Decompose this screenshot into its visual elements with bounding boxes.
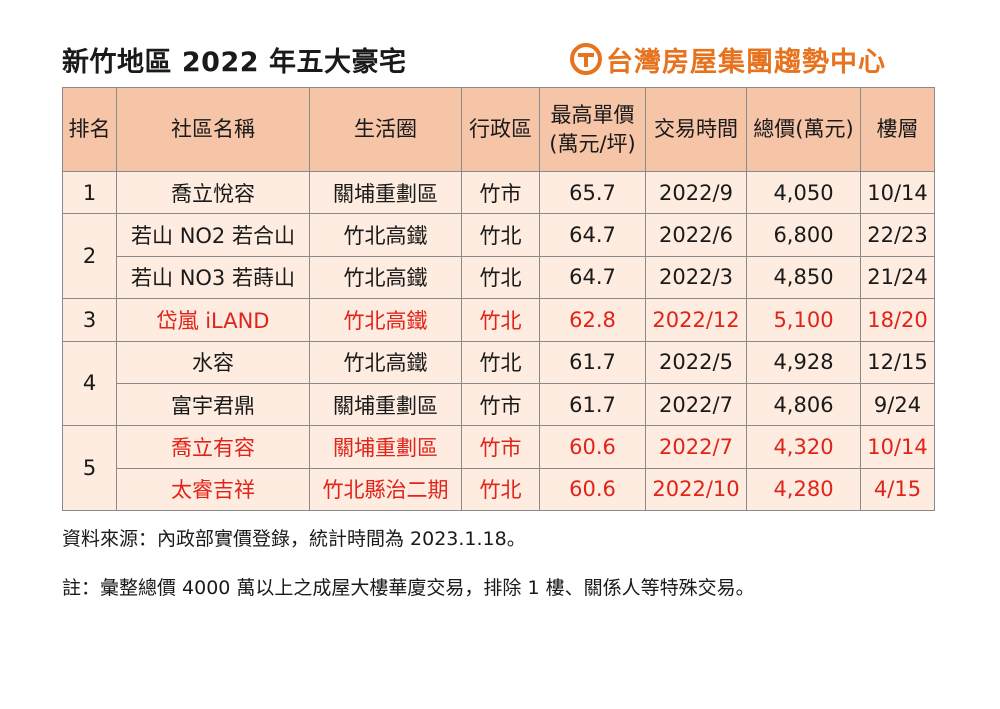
- cell-name: 若山 NO3 若蒔山: [116, 255, 310, 300]
- header-price: 最高單價 (萬元/坪): [539, 87, 646, 172]
- table-row: 1 喬立悅容 關埔重劃區 竹市 65.7 2022/9 4,050 10/14: [62, 170, 935, 215]
- remark-note: 註：彙整總價 4000 萬以上之成屋大樓華廈交易，排除 1 樓、關係人等特殊交易…: [62, 577, 755, 599]
- table-row: 若山 NO3 若蒔山 竹北高鐵 竹北 64.7 2022/3 4,850 21/…: [63, 255, 935, 300]
- cell-name: 水容: [116, 340, 310, 384]
- header-district: 行政區: [461, 87, 540, 172]
- header-area: 生活圈: [309, 87, 462, 172]
- cell-area: 竹北高鐵: [309, 298, 462, 342]
- header-name: 社區名稱: [116, 87, 310, 172]
- cell-date: 2022/12: [645, 298, 747, 342]
- cell-district: 竹北: [461, 467, 540, 512]
- cell-total: 4,320: [746, 425, 861, 469]
- cell-floor: 12/15: [860, 340, 935, 384]
- cell-date: 2022/5: [645, 340, 747, 384]
- cell-total: 4,850: [746, 255, 861, 300]
- table-row: 2 若山 NO2 若合山 竹北高鐵 竹北 64.7 2022/6 6,800 2…: [62, 213, 935, 300]
- page-title: 新竹地區 2022 年五大豪宅: [62, 47, 407, 78]
- cell-name: 富宇君鼎: [116, 382, 310, 427]
- cell-area: 關埔重劃區: [309, 382, 462, 427]
- cell-area: 竹北高鐵: [309, 340, 462, 384]
- cell-area: 關埔重劃區: [309, 170, 462, 215]
- cell-floor: 10/14: [860, 425, 935, 469]
- cell-name: 若山 NO2 若合山: [116, 213, 310, 257]
- header-price-line1: 最高單價: [550, 103, 635, 128]
- cell-floor: 4/15: [860, 467, 935, 512]
- cell-price: 60.6: [539, 425, 646, 469]
- brand-header: 台灣房屋集團趨勢中心: [570, 42, 886, 78]
- cell-price: 64.7: [539, 255, 646, 300]
- header-price-line2: (萬元/坪): [549, 131, 636, 156]
- cell-floor: 18/20: [860, 298, 935, 342]
- cell-price: 65.7: [539, 170, 646, 215]
- cell-rank: 3: [62, 298, 117, 342]
- cell-date: 2022/10: [645, 467, 747, 512]
- cell-district: 竹市: [461, 425, 540, 469]
- cell-total: 6,800: [746, 213, 861, 257]
- header-date: 交易時間: [645, 87, 747, 172]
- cell-floor: 21/24: [860, 255, 935, 300]
- cell-floor: 22/23: [860, 213, 935, 257]
- cell-price: 62.8: [539, 298, 646, 342]
- cell-name: 喬立悅容: [116, 170, 310, 215]
- cell-area: 竹北高鐵: [309, 255, 462, 300]
- header-rank: 排名: [62, 87, 117, 172]
- cell-district: 竹北: [461, 213, 540, 257]
- cell-name: 岱嵐 iLAND: [116, 298, 310, 342]
- header-floor: 樓層: [860, 87, 935, 172]
- brand-name: 台灣房屋集團趨勢中心: [606, 46, 886, 78]
- cell-price: 61.7: [539, 340, 646, 384]
- cell-district: 竹市: [461, 382, 540, 427]
- brand-logo-icon: [570, 43, 602, 75]
- luxury-housing-table: 排名 社區名稱 生活圈 行政區 最高單價 (萬元/坪) 交易時間 總價(萬元) …: [62, 87, 935, 512]
- cell-date: 2022/6: [645, 213, 747, 257]
- cell-date: 2022/3: [645, 255, 747, 300]
- table-row: 富宇君鼎 關埔重劃區 竹市 61.7 2022/7 4,806 9/24: [63, 382, 935, 427]
- table-row: 太睿吉祥 竹北縣治二期 竹北 60.6 2022/10 4,280 4/15: [63, 467, 935, 512]
- cell-total: 4,928: [746, 340, 861, 384]
- cell-date: 2022/7: [645, 382, 747, 427]
- cell-total: 5,100: [746, 298, 861, 342]
- table-row: 4 水容 竹北高鐵 竹北 61.7 2022/5 4,928 12/15: [62, 340, 935, 427]
- cell-district: 竹北: [461, 255, 540, 300]
- table-header-row: 排名 社區名稱 生活圈 行政區 最高單價 (萬元/坪) 交易時間 總價(萬元) …: [62, 87, 935, 172]
- cell-area: 竹北高鐵: [309, 213, 462, 257]
- cell-name: 喬立有容: [116, 425, 310, 469]
- cell-total: 4,280: [746, 467, 861, 512]
- cell-rank: 4: [62, 340, 117, 427]
- cell-rank: 2: [62, 213, 117, 300]
- source-note: 資料來源：內政部實價登錄，統計時間為 2023.1.18。: [62, 528, 526, 550]
- cell-floor: 10/14: [860, 170, 935, 215]
- cell-area: 關埔重劃區: [309, 425, 462, 469]
- cell-date: 2022/7: [645, 425, 747, 469]
- cell-area: 竹北縣治二期: [309, 467, 462, 512]
- header-total: 總價(萬元): [746, 87, 861, 172]
- cell-rank: 1: [62, 170, 117, 215]
- cell-price: 60.6: [539, 467, 646, 512]
- cell-rank: 5: [62, 425, 117, 511]
- cell-price: 61.7: [539, 382, 646, 427]
- table-row: 3 岱嵐 iLAND 竹北高鐵 竹北 62.8 2022/12 5,100 18…: [62, 298, 935, 342]
- cell-price: 64.7: [539, 213, 646, 257]
- cell-name: 太睿吉祥: [116, 467, 310, 512]
- cell-district: 竹北: [461, 340, 540, 384]
- cell-district: 竹北: [461, 298, 540, 342]
- cell-total: 4,050: [746, 170, 861, 215]
- cell-floor: 9/24: [860, 382, 935, 427]
- table-row: 5 喬立有容 關埔重劃區 竹市 60.6 2022/7 4,320 10/14: [62, 425, 935, 511]
- cell-total: 4,806: [746, 382, 861, 427]
- cell-district: 竹市: [461, 170, 540, 215]
- cell-date: 2022/9: [645, 170, 747, 215]
